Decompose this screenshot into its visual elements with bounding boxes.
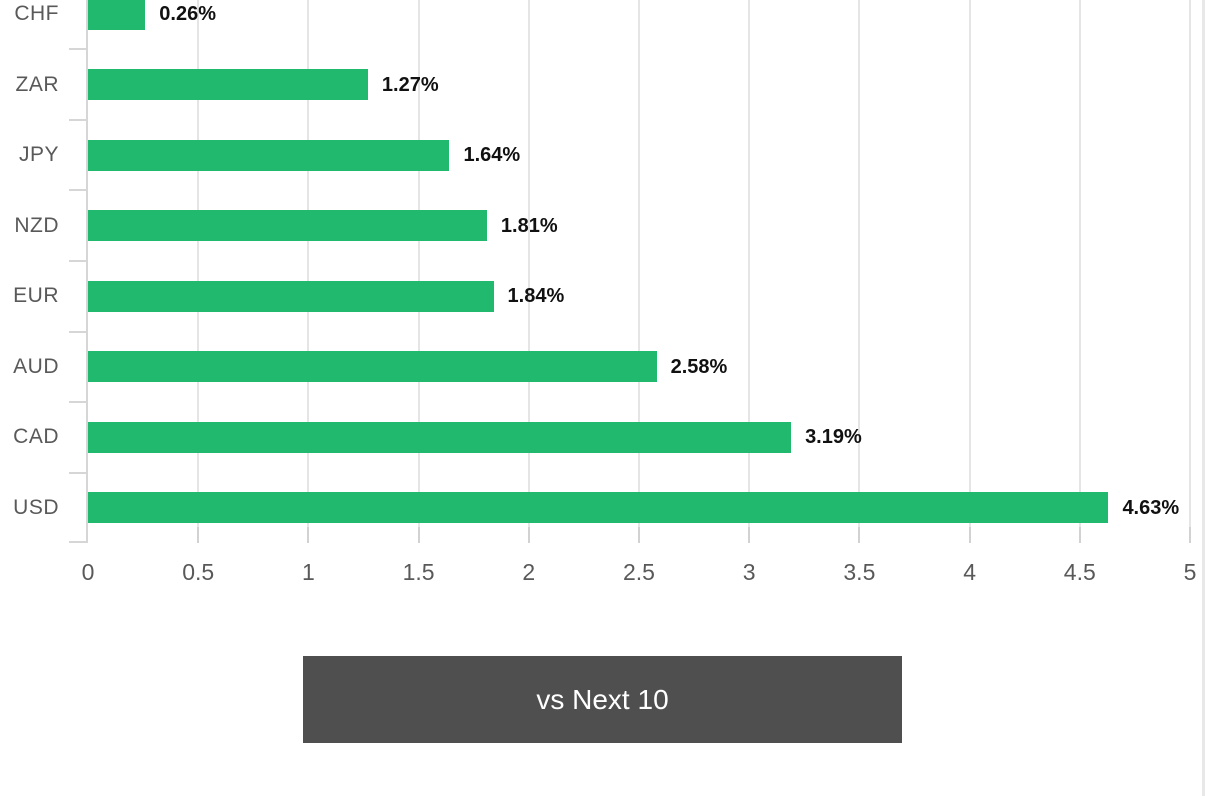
value-label: 0.26% [159,3,217,26]
y-axis-tick [69,330,87,333]
x-axis-tick [1078,527,1081,543]
bar[interactable] [88,421,792,453]
x-axis-tick-label: 3.5 [843,559,876,585]
vs-next-10-button[interactable]: vs Next 10 [303,656,902,743]
category-label: USD [13,495,59,519]
gridline [1189,0,1191,527]
y-axis-tick [69,541,87,543]
bar[interactable] [88,139,450,171]
bar[interactable] [88,280,494,312]
x-axis-tick-label: 2.5 [623,559,655,585]
x-axis-tick [638,527,640,543]
x-axis-tick-label: 3 [742,559,756,585]
value-label: 4.63% [1122,496,1180,519]
x-axis-tick-label: 4 [963,559,976,585]
bar[interactable] [88,210,487,242]
x-axis-tick [968,527,971,543]
bar[interactable] [88,492,1109,524]
gridline [417,0,420,527]
gridline [858,0,861,527]
category-label: CAD [13,425,59,449]
x-axis-tick-label: 0 [81,559,95,585]
category-label: AUD [13,354,59,378]
value-label: 1.64% [463,144,521,167]
y-axis-tick [69,189,87,192]
x-axis-tick-label: 0.5 [182,559,215,585]
y-axis-tick [69,259,87,262]
y-axis-tick [69,118,87,121]
gridline [638,0,640,527]
x-axis-tick [197,527,200,543]
y-axis-tick [69,48,87,51]
x-axis-tick-label: 2 [522,559,536,585]
gridline [1078,0,1081,527]
x-axis-tick-label: 5 [1183,559,1197,585]
gridline [197,0,200,527]
gridline [307,0,310,527]
x-axis-tick [858,527,861,543]
gridline [968,0,971,527]
value-label: 1.84% [507,285,565,308]
x-axis-tick-label: 4.5 [1063,559,1096,585]
value-label: 2.58% [670,355,728,378]
value-label: 1.27% [381,73,439,96]
y-axis-line [86,0,88,543]
bar-chart: 0 0.5 1 1.5 2 2.5 3 3.5 4 4.5 5 CHF 0.26% ZAR 1.27% JPY… [13,0,1197,585]
value-label: 1.81% [500,214,558,237]
pane-right-border [1202,0,1205,796]
category-label: CHF [14,2,59,26]
bar[interactable] [88,351,657,383]
x-axis-tick [748,527,751,543]
category-label: EUR [13,284,59,308]
x-axis-tick [307,527,310,543]
category-label: ZAR [15,72,59,96]
gridline [748,0,751,527]
bar[interactable] [88,69,368,101]
category-label: JPY [18,143,59,167]
x-axis-tick [417,527,420,543]
x-axis-tick [527,527,530,543]
x-axis-tick [1189,527,1191,543]
category-label: NZD [14,213,59,237]
bar[interactable] [88,0,146,30]
x-axis-tick-label: 1 [301,559,315,585]
x-axis-tick-label: 1.5 [402,559,435,585]
y-axis-tick [69,471,87,474]
y-axis-tick [69,401,87,404]
gridline [527,0,530,527]
value-label: 3.19% [805,426,862,449]
